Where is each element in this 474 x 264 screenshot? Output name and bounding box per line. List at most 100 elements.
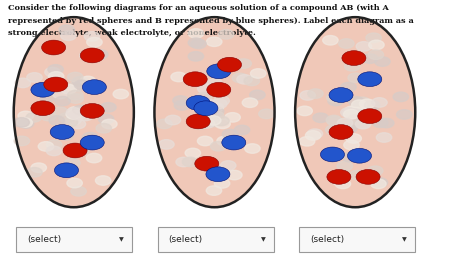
Circle shape	[346, 134, 362, 143]
Circle shape	[49, 116, 64, 125]
Circle shape	[376, 133, 392, 142]
Circle shape	[62, 117, 78, 127]
Circle shape	[327, 116, 342, 126]
Circle shape	[352, 100, 367, 110]
Circle shape	[31, 82, 55, 97]
Circle shape	[337, 118, 353, 128]
Circle shape	[373, 118, 388, 128]
Circle shape	[199, 115, 214, 125]
Circle shape	[234, 125, 250, 135]
Circle shape	[18, 119, 34, 128]
Circle shape	[73, 147, 89, 156]
Circle shape	[348, 97, 364, 106]
Circle shape	[192, 120, 208, 129]
Circle shape	[86, 153, 102, 163]
Circle shape	[342, 51, 366, 65]
Circle shape	[201, 100, 217, 109]
Circle shape	[341, 120, 356, 129]
Circle shape	[55, 163, 79, 178]
Circle shape	[214, 96, 229, 106]
Circle shape	[17, 118, 32, 127]
Circle shape	[197, 92, 212, 102]
Circle shape	[328, 96, 343, 106]
Circle shape	[183, 72, 207, 87]
FancyBboxPatch shape	[16, 227, 132, 252]
Circle shape	[379, 118, 394, 128]
Circle shape	[366, 33, 382, 43]
Circle shape	[18, 111, 34, 121]
Circle shape	[82, 80, 106, 95]
Circle shape	[341, 108, 356, 117]
Circle shape	[67, 178, 82, 188]
Circle shape	[68, 107, 83, 116]
Circle shape	[15, 78, 31, 88]
Circle shape	[68, 90, 83, 100]
Circle shape	[345, 62, 360, 71]
Text: strong electrolyte, weak electrolyte, or nonelectrolyte.: strong electrolyte, weak electrolyte, or…	[8, 29, 255, 37]
Circle shape	[71, 187, 86, 196]
Circle shape	[53, 89, 68, 99]
Ellipse shape	[14, 17, 134, 207]
Circle shape	[329, 88, 353, 102]
Circle shape	[300, 91, 315, 100]
Circle shape	[232, 73, 247, 83]
Circle shape	[61, 31, 76, 40]
Circle shape	[212, 86, 228, 95]
Circle shape	[157, 119, 172, 129]
Circle shape	[367, 166, 383, 176]
Circle shape	[207, 82, 231, 97]
Text: (select): (select)	[27, 235, 61, 244]
Circle shape	[188, 29, 204, 38]
Circle shape	[46, 140, 62, 150]
Circle shape	[358, 72, 382, 87]
Circle shape	[342, 124, 357, 133]
Circle shape	[38, 142, 54, 151]
Circle shape	[372, 98, 387, 107]
Text: ▼: ▼	[119, 237, 124, 242]
Circle shape	[40, 92, 55, 102]
Circle shape	[113, 89, 128, 99]
Circle shape	[199, 119, 215, 128]
Circle shape	[356, 169, 380, 184]
Circle shape	[218, 61, 234, 70]
Circle shape	[61, 84, 76, 94]
Circle shape	[69, 110, 85, 120]
Circle shape	[64, 158, 80, 168]
Circle shape	[174, 101, 190, 110]
Circle shape	[66, 108, 82, 117]
FancyBboxPatch shape	[158, 227, 273, 252]
Circle shape	[242, 98, 258, 107]
Circle shape	[326, 115, 342, 125]
Circle shape	[355, 97, 370, 107]
Circle shape	[70, 119, 86, 129]
Circle shape	[245, 144, 260, 153]
Circle shape	[214, 116, 229, 126]
Circle shape	[74, 80, 90, 89]
Circle shape	[206, 109, 222, 119]
Circle shape	[42, 40, 65, 55]
Circle shape	[48, 65, 64, 74]
Circle shape	[73, 105, 88, 115]
Circle shape	[80, 103, 104, 118]
Circle shape	[194, 101, 218, 116]
Circle shape	[58, 131, 73, 140]
Circle shape	[211, 99, 227, 109]
Circle shape	[207, 37, 222, 46]
Circle shape	[200, 161, 215, 171]
Circle shape	[69, 82, 84, 91]
Circle shape	[217, 136, 232, 146]
Circle shape	[55, 96, 70, 106]
Text: (select): (select)	[169, 235, 203, 244]
Circle shape	[206, 186, 222, 195]
Circle shape	[206, 167, 230, 182]
Circle shape	[219, 30, 234, 39]
Circle shape	[250, 69, 266, 78]
Circle shape	[205, 116, 221, 125]
Circle shape	[188, 51, 204, 61]
Circle shape	[186, 96, 210, 110]
Circle shape	[66, 108, 82, 117]
Circle shape	[31, 101, 55, 116]
Circle shape	[346, 107, 361, 116]
Circle shape	[40, 111, 56, 121]
Circle shape	[359, 111, 374, 120]
